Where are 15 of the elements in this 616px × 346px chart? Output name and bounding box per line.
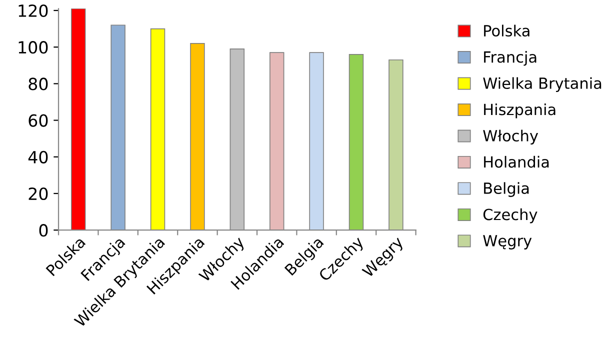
y-tick-label: 20 — [28, 187, 48, 200]
legend-label: Francja — [484, 50, 536, 66]
y-tick-label: 80 — [28, 78, 48, 90]
legend-label: Czechy — [483, 208, 538, 224]
y-tick-label: 120 — [18, 4, 48, 18]
y-tick-label: 60 — [28, 114, 48, 127]
y-tick-label: 40 — [28, 150, 48, 164]
legend-label: Wielka Brytania — [483, 77, 602, 92]
legend-label: Holandia — [484, 156, 549, 168]
legend-label: Hiszpania — [484, 103, 556, 118]
legend-label: Polska — [484, 24, 530, 37]
legend-label: Włochy — [483, 130, 538, 144]
legend-label: Belgia — [484, 182, 529, 197]
y-tick-label: 0 — [39, 224, 48, 237]
y-tick-label: 100 — [18, 41, 48, 54]
